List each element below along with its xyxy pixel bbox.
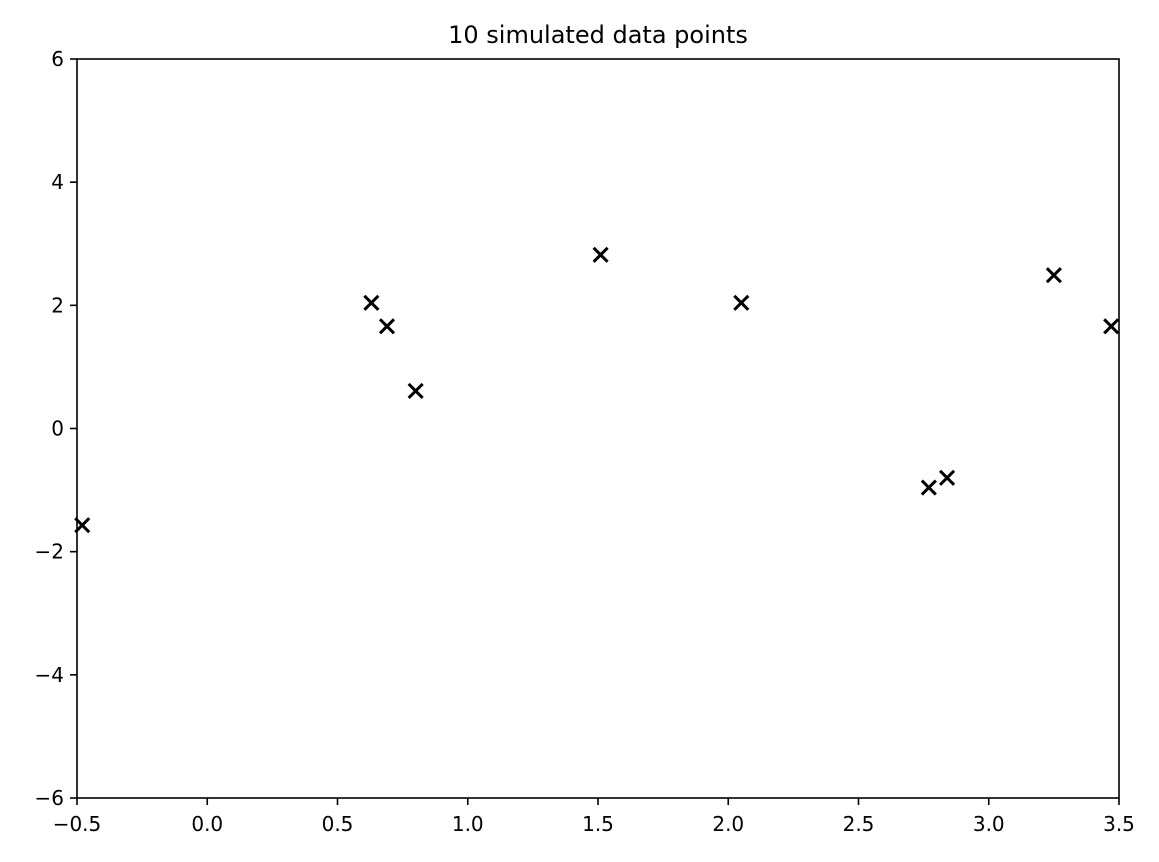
x-tick-label: 2.5	[843, 812, 875, 836]
y-tick-label: −4	[35, 663, 64, 687]
x-tick-label: 1.0	[452, 812, 484, 836]
x-tick-label: 3.0	[973, 812, 1005, 836]
data-point	[920, 479, 937, 496]
data-point	[939, 469, 956, 486]
y-tick-label: 6	[51, 47, 64, 71]
y-axis: −6 −4 −2 0 2 4 6	[35, 47, 77, 810]
x-tick-label: 0.5	[322, 812, 354, 836]
x-tick-label: 2.0	[712, 812, 744, 836]
y-tick-label: −2	[35, 540, 64, 564]
data-point	[1045, 267, 1062, 284]
y-tick-label: −6	[35, 786, 64, 810]
plot-frame	[76, 58, 1120, 799]
data-point	[592, 246, 609, 263]
data-point	[407, 382, 424, 399]
data-point	[1103, 318, 1120, 335]
x-tick-label: 1.5	[582, 812, 614, 836]
data-point	[733, 294, 750, 311]
data-point	[363, 294, 380, 311]
data-point	[378, 318, 396, 335]
chart-title: 10 simulated data points	[448, 21, 748, 49]
x-tick-label: −0.5	[53, 812, 102, 836]
x-tick-label: 3.5	[1103, 812, 1135, 836]
y-tick-label: 2	[51, 293, 64, 317]
y-tick-label: 4	[51, 170, 64, 194]
x-axis: −0.5 0.0 0.5 1.0 1.5 2.0 2.5 3.0 3.5	[53, 798, 1135, 836]
y-tick-label: 0	[51, 417, 64, 441]
x-tick-label: 0.0	[191, 812, 223, 836]
data-points	[74, 246, 1120, 534]
